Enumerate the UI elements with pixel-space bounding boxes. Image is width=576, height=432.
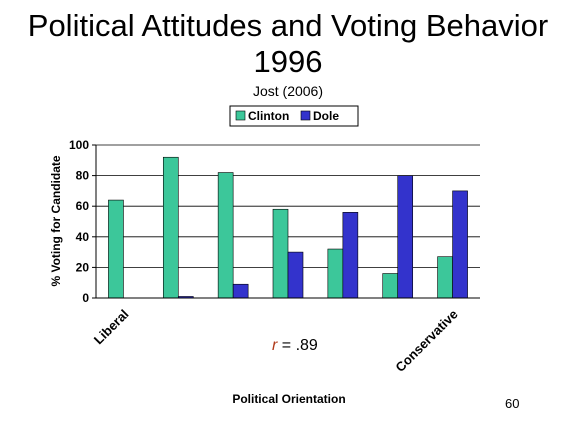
bar-clinton-7 [437, 256, 453, 299]
slide-number: 60 [505, 396, 520, 411]
bar-dole-4 [287, 251, 304, 299]
bar-clinton-4 [272, 208, 289, 299]
bar-clinton-5 [327, 248, 344, 299]
correlation-symbol: r [272, 337, 278, 354]
x-category-label: Liberal [91, 307, 132, 348]
bars [108, 156, 468, 299]
chart-title-line1: Political Attitudes and Voting Behavior [27, 8, 549, 43]
bar-clinton-1 [108, 199, 124, 299]
bar-clinton-6 [382, 273, 399, 299]
legend-label-dole: Dole [313, 109, 339, 123]
y-tick-label: 20 [76, 260, 90, 274]
legend-label-clinton: Clinton [248, 109, 289, 123]
bar-clinton-3 [217, 172, 234, 299]
correlation-annotation: r = .89 [272, 337, 318, 354]
bar-dole-5 [342, 212, 359, 299]
bar-dole-6 [397, 175, 414, 299]
correlation-value: = .89 [277, 337, 318, 354]
legend-swatch-clinton [235, 110, 246, 121]
y-tick-label: 80 [76, 169, 90, 183]
bar-dole-7 [452, 190, 468, 299]
chart-title-line2: 1996 [253, 44, 323, 79]
y-axis-label: % Voting for Candidate [49, 155, 63, 286]
x-axis-label: Political Orientation [232, 392, 345, 406]
y-tick-label: 40 [76, 230, 90, 244]
y-tick-labels: 0 20 40 60 80 100 [69, 138, 96, 305]
legend: Clinton Dole [229, 105, 359, 127]
bar-clinton-2 [162, 156, 179, 299]
y-tick-label: 0 [82, 291, 89, 305]
y-tick-label: 100 [69, 138, 89, 152]
x-category-label: Conservative [392, 307, 460, 375]
chart-subtitle: Jost (2006) [252, 83, 324, 99]
legend-swatch-dole [300, 110, 311, 121]
y-tick-label: 60 [76, 199, 90, 213]
bar-dole-3 [232, 283, 249, 299]
legend-box [229, 105, 359, 127]
